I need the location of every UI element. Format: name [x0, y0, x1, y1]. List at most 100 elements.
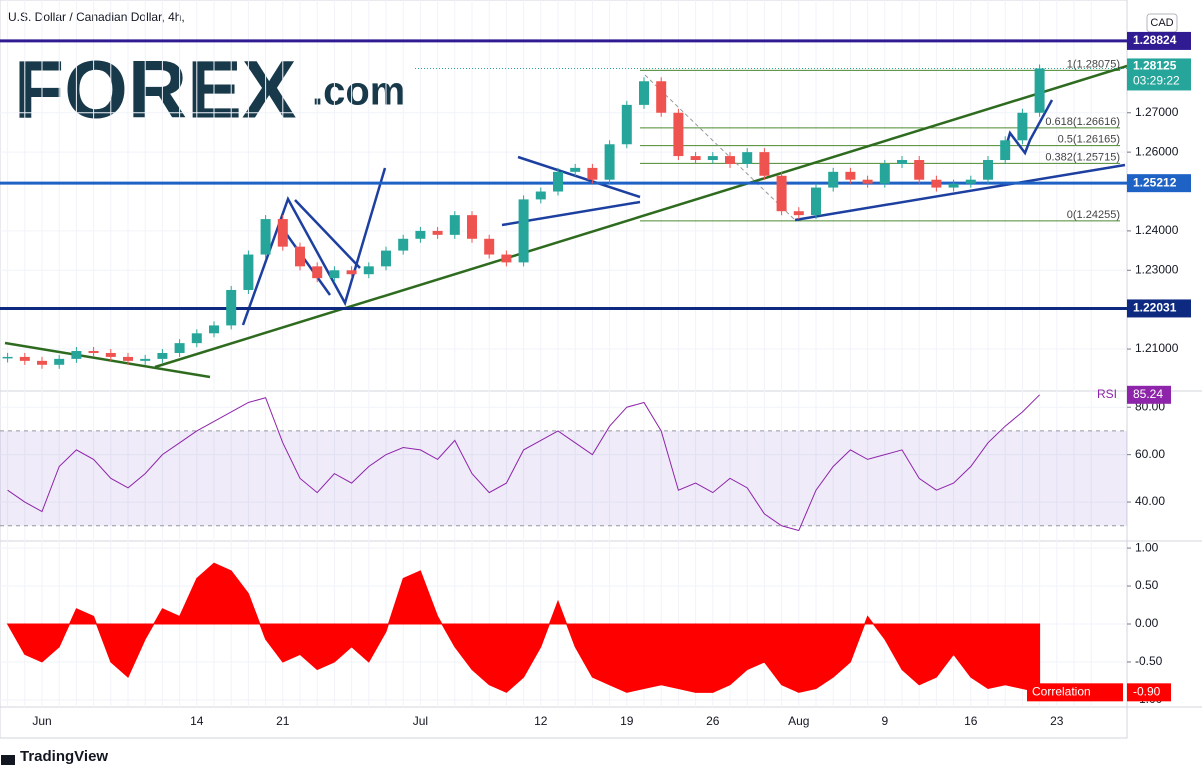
brand-icon [1, 755, 15, 765]
y-tick-label: -0.50 [1135, 654, 1163, 668]
candle [54, 358, 65, 365]
candle [1034, 68, 1045, 113]
logo-suffix: .com [312, 70, 405, 114]
candle [518, 199, 529, 263]
trendline [794, 163, 1126, 222]
candle [897, 160, 907, 164]
candle [415, 230, 426, 239]
fib-label: 0.5(1.26165) [1058, 134, 1120, 146]
candle [656, 81, 667, 113]
candle [329, 270, 340, 279]
candle [793, 211, 804, 216]
candle [553, 171, 563, 192]
candle [243, 254, 254, 290]
candle [570, 167, 581, 172]
candle [123, 356, 133, 361]
x-tick-label: 19 [620, 714, 634, 728]
rsi-band [0, 430, 1127, 526]
candle [37, 360, 47, 365]
y-tick-label: 1.26000 [1135, 144, 1179, 158]
candle [226, 289, 237, 326]
candle [88, 351, 99, 353]
candle [776, 175, 787, 212]
indicator-value-box [1127, 385, 1171, 404]
level-box [1127, 174, 1191, 193]
candle [707, 156, 718, 161]
trendline [4, 341, 211, 379]
indicator-name: RSI [1097, 387, 1117, 401]
pattern [241, 167, 387, 326]
candle [381, 250, 391, 267]
chart-title: U.S. Dollar / Canadian Dollar, 4h, [8, 10, 185, 24]
candle [260, 219, 271, 255]
candle [725, 156, 735, 164]
candle [535, 191, 546, 200]
y-tick-label: 1.27000 [1135, 105, 1179, 119]
flag [1003, 99, 1054, 156]
fib-label: 0(1.24255) [1067, 209, 1120, 221]
fib-label: 0.618(1.26616) [1045, 116, 1120, 128]
indicator-name: Correlation [1032, 684, 1091, 698]
y-tick-label: 0.50 [1135, 578, 1159, 592]
candle [948, 183, 959, 188]
logo-main: FOREX [14, 45, 296, 136]
y-tick-label: 0.00 [1135, 616, 1159, 630]
level-box [1127, 299, 1191, 318]
x-tick-label: Jul [413, 714, 428, 728]
indicator-value-box [1127, 683, 1171, 702]
pattern [294, 199, 361, 269]
candle [862, 179, 873, 184]
candle [1017, 112, 1028, 141]
candle [209, 325, 219, 334]
countdown: 03:29:22 [1133, 74, 1180, 88]
x-tick-label: 9 [881, 714, 888, 728]
candle [587, 167, 598, 180]
candle [484, 238, 495, 255]
last-price-box [1127, 58, 1191, 91]
level-label: 1.25212 [1133, 175, 1177, 189]
y-tick-label: 40.00 [1135, 494, 1165, 508]
level-box [1127, 31, 1191, 50]
candle [363, 266, 374, 275]
candle [742, 152, 753, 164]
x-tick-label: Jun [32, 714, 51, 728]
candle [931, 179, 942, 188]
candle [432, 230, 443, 235]
y-tick-label: 1.24000 [1135, 223, 1179, 237]
candle [621, 104, 632, 145]
x-tick-label: 12 [534, 714, 548, 728]
candle [312, 266, 323, 279]
x-tick-label: 23 [1050, 714, 1064, 728]
candle [449, 215, 460, 235]
currency: CAD [1150, 17, 1173, 29]
candle [811, 187, 821, 216]
y-tick-label: 1.00 [1135, 540, 1159, 554]
candle [828, 171, 839, 188]
trendline [154, 60, 1141, 369]
candle [501, 254, 512, 263]
candle [157, 352, 168, 359]
x-tick-label: 14 [190, 714, 204, 728]
candle [1000, 140, 1011, 161]
candle [845, 171, 856, 180]
y-tick-label: 60.00 [1135, 447, 1165, 461]
level-label: 1.28824 [1133, 33, 1177, 47]
x-tick-label: 16 [964, 714, 978, 728]
indicator-value: 85.24 [1133, 387, 1163, 401]
candle [2, 356, 13, 359]
candle [277, 219, 288, 247]
x-tick-label: 21 [276, 714, 290, 728]
indicator-name-box [1027, 683, 1123, 702]
candle [983, 160, 993, 180]
fib-label: 0.382(1.25715) [1045, 151, 1120, 163]
correlation-area [6, 562, 1041, 693]
candle [639, 81, 649, 105]
candle [398, 238, 409, 251]
candle [191, 333, 202, 344]
level-label: 1.22031 [1133, 301, 1177, 315]
indicator-value: -0.90 [1133, 684, 1161, 698]
candle [604, 144, 615, 180]
y-tick-label: 1.21000 [1135, 341, 1179, 355]
